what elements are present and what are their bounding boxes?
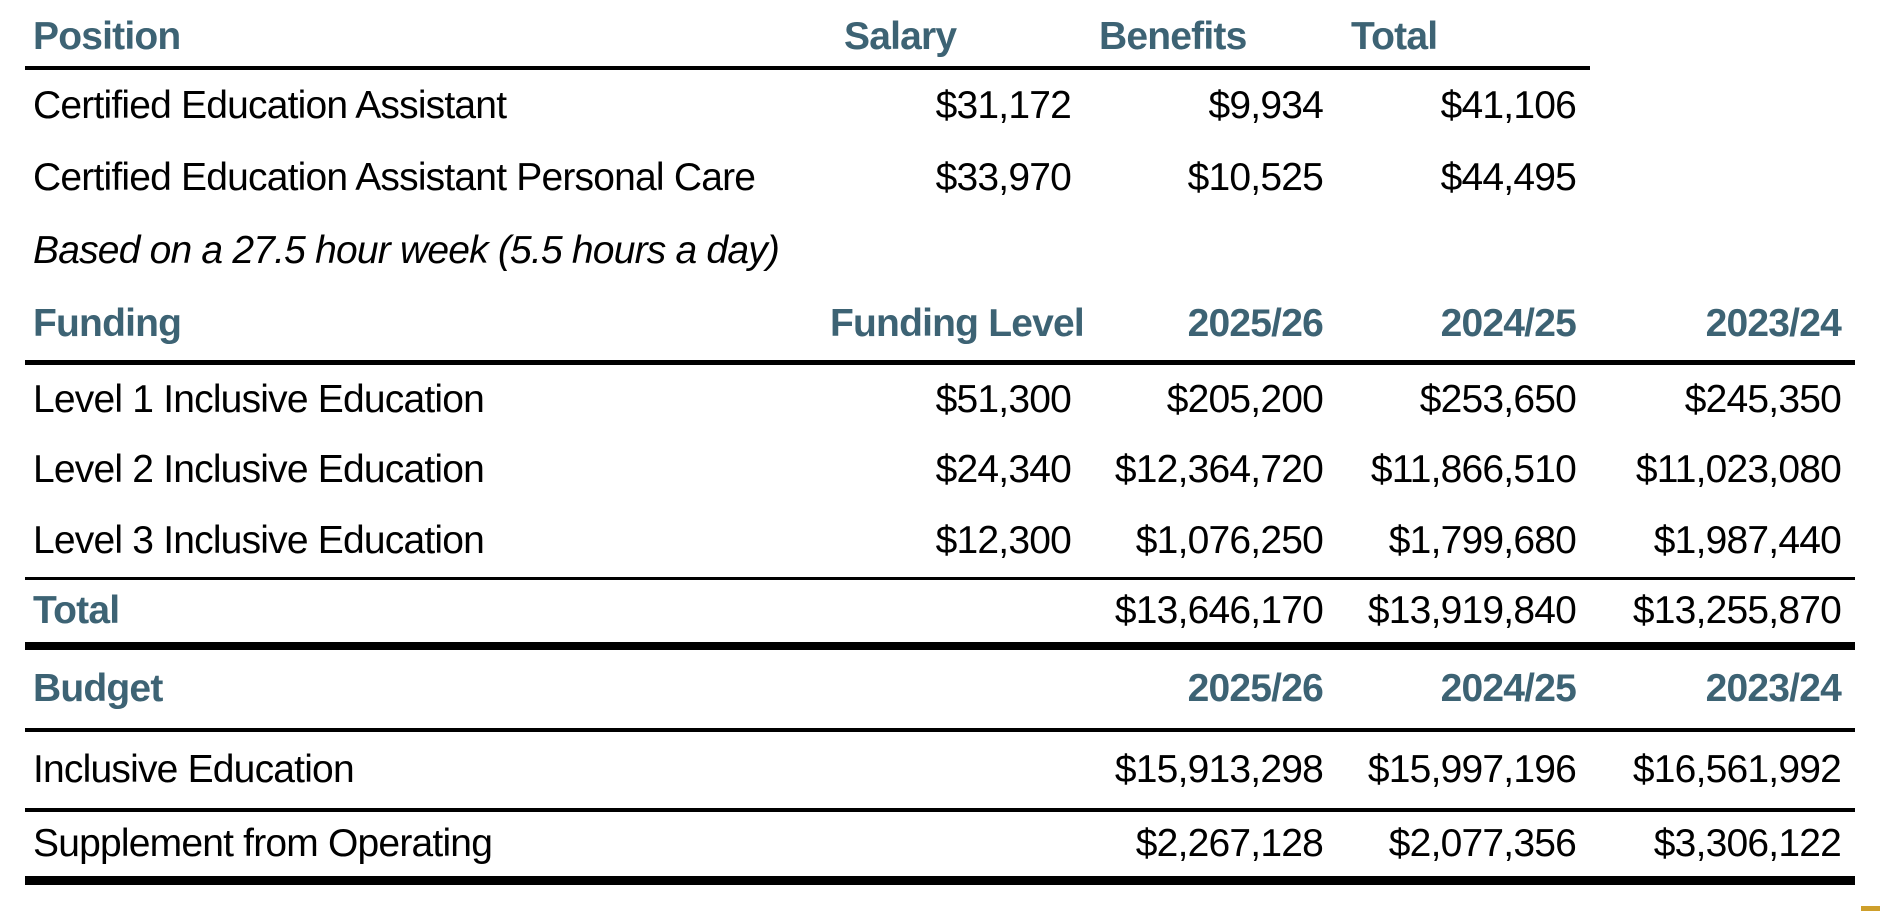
budget-year-2024-25-column-header: 2024/25 bbox=[1337, 646, 1590, 732]
empty-header-cell bbox=[1590, 8, 1855, 68]
budget-row: Supplement from Operating $2,267,128 $2,… bbox=[25, 810, 1855, 885]
funding-level-value: $24,340 bbox=[935, 448, 1072, 491]
salary-value: $33,970 bbox=[935, 156, 1072, 199]
funding-label: Level 1 Inclusive Education bbox=[33, 378, 485, 421]
benefits-column-header: Benefits bbox=[1085, 8, 1337, 70]
positions-header-row: Position Salary Benefits Total bbox=[25, 8, 1855, 70]
funding-level-value: $12,300 bbox=[830, 505, 1085, 580]
funding-label: Level 2 Inclusive Education bbox=[33, 448, 485, 491]
funding-total-2024-25-value: $13,919,840 bbox=[1337, 578, 1590, 650]
funding-label: Level 3 Inclusive Education bbox=[25, 505, 830, 580]
funding-2023-24-value: $11,023,080 bbox=[1635, 448, 1842, 491]
budget-2024-25-value: $2,077,356 bbox=[1337, 810, 1590, 885]
funding-2023-24-value: $245,350 bbox=[1684, 378, 1842, 421]
budget-2023-24-value: $3,306,122 bbox=[1590, 810, 1855, 885]
budget-document: { "theme": { "header_color": "#3D6374", … bbox=[0, 8, 1880, 911]
salary-column-header: Salary bbox=[830, 8, 1085, 70]
funding-total-label: Total bbox=[25, 578, 830, 650]
funding-row: Level 3 Inclusive Education $12,300 $1,0… bbox=[25, 505, 1855, 580]
funding-row: Level 2 Inclusive Education $24,340 $12,… bbox=[25, 435, 1855, 505]
funding-2025-26-value: $12,364,720 bbox=[1114, 448, 1324, 491]
funding-2025-26-value: $205,200 bbox=[1166, 378, 1324, 421]
hours-note: Based on a 27.5 hour week (5.5 hours a d… bbox=[33, 229, 780, 272]
note-row: Based on a 27.5 hour week (5.5 hours a d… bbox=[25, 214, 1855, 288]
position-label: Certified Education Assistant Personal C… bbox=[33, 156, 756, 199]
budget-label: Supplement from Operating bbox=[25, 810, 830, 885]
benefits-value: $10,525 bbox=[1187, 156, 1324, 199]
benefits-value: $9,934 bbox=[1208, 84, 1324, 127]
funding-level-column-header: Funding Level bbox=[830, 288, 1085, 365]
positions-title: Position bbox=[25, 8, 830, 70]
funding-2025-26-value: $1,076,250 bbox=[1085, 505, 1337, 580]
funding-2023-24-value: $1,987,440 bbox=[1590, 505, 1855, 580]
total-column-header: Total bbox=[1337, 8, 1590, 70]
salary-value: $31,172 bbox=[935, 84, 1072, 127]
budget-title: Budget bbox=[25, 646, 830, 732]
funding-total-row: Total $13,646,170 $13,919,840 $13,255,87… bbox=[25, 578, 1855, 650]
position-row: Certified Education Assistant Personal C… bbox=[25, 142, 1855, 214]
funding-row: Level 1 Inclusive Education $51,300 $205… bbox=[25, 363, 1855, 436]
funding-level-value: $51,300 bbox=[935, 378, 1072, 421]
funding-2024-25-value: $11,866,510 bbox=[1370, 448, 1577, 491]
budget-2025-26-value: $15,913,298 bbox=[1085, 730, 1337, 812]
total-value: $44,495 bbox=[1440, 156, 1577, 199]
year-2025-26-column-header: 2025/26 bbox=[1085, 288, 1337, 365]
budget-2024-25-value: $15,997,196 bbox=[1337, 730, 1590, 812]
year-2023-24-column-header: 2023/24 bbox=[1590, 288, 1855, 365]
funding-2024-25-value: $253,650 bbox=[1419, 378, 1577, 421]
budget-header-row: Budget 2025/26 2024/25 2023/24 bbox=[25, 646, 1855, 732]
budget-2023-24-value: $16,561,992 bbox=[1590, 730, 1855, 812]
position-row: Certified Education Assistant $31,172 $9… bbox=[25, 68, 1855, 142]
budget-row: Inclusive Education $15,913,298 $15,997,… bbox=[25, 730, 1855, 812]
position-label: Certified Education Assistant bbox=[33, 84, 507, 127]
funding-total-2023-24-value: $13,255,870 bbox=[1590, 578, 1855, 650]
year-2024-25-column-header: 2024/25 bbox=[1337, 288, 1590, 365]
budget-table: Position Salary Benefits Total Certified… bbox=[25, 8, 1855, 885]
gold-corner-accent bbox=[1861, 906, 1880, 911]
budget-label: Inclusive Education bbox=[25, 730, 830, 812]
funding-total-2025-26-value: $13,646,170 bbox=[1085, 578, 1337, 650]
funding-2024-25-value: $1,799,680 bbox=[1337, 505, 1590, 580]
total-value: $41,106 bbox=[1440, 84, 1577, 127]
budget-2025-26-value: $2,267,128 bbox=[1085, 810, 1337, 885]
budget-year-2023-24-column-header: 2023/24 bbox=[1590, 646, 1855, 732]
funding-title: Funding bbox=[25, 288, 830, 365]
funding-header-row: Funding Funding Level 2025/26 2024/25 20… bbox=[25, 288, 1855, 365]
budget-year-2025-26-column-header: 2025/26 bbox=[1085, 646, 1337, 732]
